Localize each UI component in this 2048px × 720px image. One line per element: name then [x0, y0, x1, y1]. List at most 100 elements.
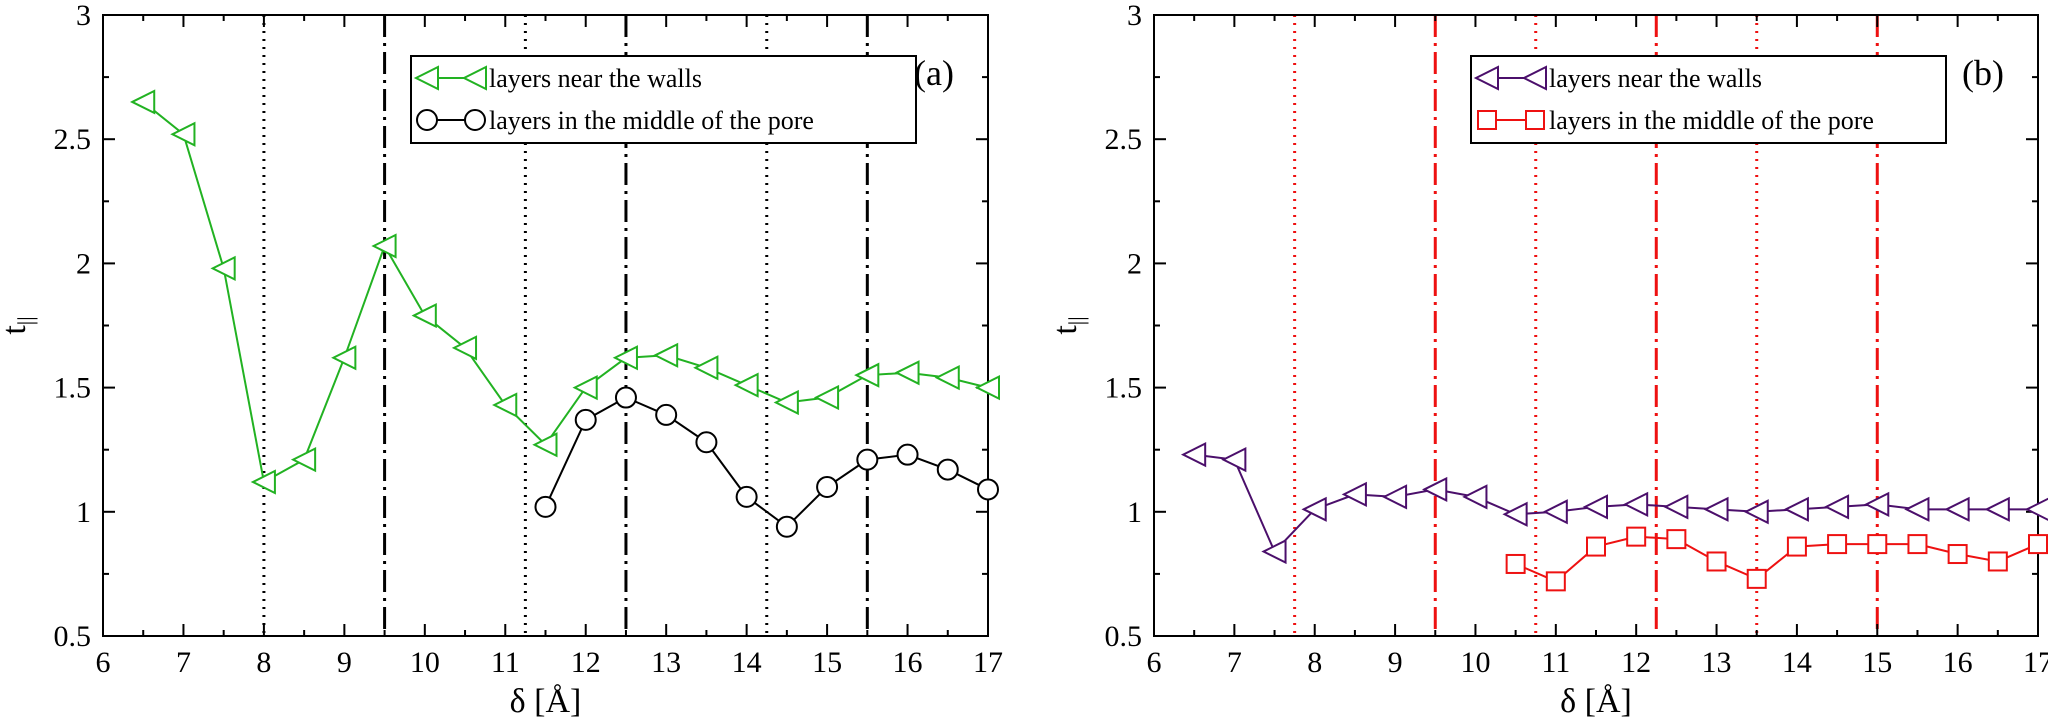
panel-b-series-1-point [1341, 481, 1367, 508]
panel-a-y-tick-label: 1.5 [54, 372, 92, 405]
panel-a-series-1-point [974, 374, 1000, 401]
panel-b-series-1-point [1301, 496, 1327, 522]
panel-b-x-tick-label: 8 [1307, 646, 1322, 679]
panel-a-series-1-point [854, 362, 880, 388]
panel-a-y-tick-label: 0.5 [54, 620, 92, 653]
panel-b-series-1-point [1221, 447, 1247, 473]
panel-a-legend-marker [416, 109, 438, 131]
panel-b-legend-marker [1525, 110, 1545, 130]
panel-b-series-1-line [1194, 453, 2038, 554]
panel-b-series-1-point [1823, 494, 1850, 520]
panel-b-legend-label: layers in the middle of the pore [1549, 106, 1874, 135]
panel-b-chart: 6 7 8 9 10 11 12 13 14 15 16 17 0.5 1 1.5 2 2.5 3 δ [Å] t||… [1047, 0, 2048, 720]
panel-b-x-tick-label: 12 [1621, 646, 1651, 679]
panel-a-series-1-point [652, 342, 679, 368]
panel-a-x-tick-label: 17 [973, 646, 1003, 679]
panel-b-legend-label: layers near the walls [1549, 64, 1762, 93]
panel-b-series-2-point [1505, 553, 1526, 574]
panel-a-series-2-point [775, 515, 798, 538]
panel-b-series-1-point [1582, 494, 1608, 520]
panel-b-series-2-point [1626, 526, 1647, 547]
panel-a-y-tick-label: 2.5 [54, 123, 92, 156]
panel-a-x-tick-label: 8 [256, 646, 271, 679]
panel-b-series-1-point [1944, 496, 1970, 522]
panel-a-chart: 6 7 8 9 10 11 12 13 14 15 16 17 0.5 1 1.5 2 2.5 3 δ [Å] t||… [0, 0, 1003, 720]
panel-b-series-1-point [2024, 497, 2048, 521]
panel-a-y-tick-label: 3 [76, 0, 91, 32]
panel-a-series-2-point [614, 386, 637, 409]
panel-b-series-2-point [1987, 551, 2008, 572]
panel-a-legend-box [410, 55, 917, 144]
panel-a-series-1-point [612, 345, 638, 371]
panel-b-series-2-point [1545, 571, 1566, 592]
panel-b-series-2-point [1706, 551, 1727, 572]
panel-a-x-axis-label: δ [Å] [510, 683, 582, 720]
panel-a-y-axis-label-subscript: || [13, 316, 38, 325]
panel-a-x-tick-label: 6 [96, 646, 111, 679]
panel-a-series-1-point [331, 345, 357, 371]
panel-b-series-2-point [1746, 568, 1767, 589]
panel-a-series-2-point [735, 485, 758, 508]
panel-a-series-2-point [896, 443, 919, 466]
panel-b-y-tick-label: 1 [1127, 496, 1142, 529]
panel-b-panel-label: (b) [1962, 53, 2004, 93]
panel-a-legend-marker [413, 65, 439, 91]
panel-b-x-tick-label: 9 [1388, 646, 1403, 679]
panel-b-x-tick-label: 11 [1541, 646, 1570, 679]
panel-a-series-1-point [250, 469, 276, 495]
panel-a-series-1-point [170, 121, 196, 147]
panel-a-series-1-point [693, 355, 719, 381]
panel-a-series-2-point [936, 458, 959, 481]
panel-a-panel-label: (a) [914, 53, 954, 93]
panel-b-y-tick-label: 2 [1127, 247, 1142, 280]
panel-a-series-1-point [210, 255, 236, 281]
panel-b-series-1-point [1502, 501, 1528, 527]
panel-a-series-1-point [773, 389, 799, 416]
panel-b-series-2-point [2028, 534, 2048, 555]
panel-b-series-2-point [1947, 544, 1968, 565]
panel-a-x-tick-label: 9 [337, 646, 352, 679]
panel-a-series-2-point [977, 478, 999, 501]
panel-a-x-tick-label: 7 [176, 646, 191, 679]
panel-a-x-tick-label: 14 [732, 646, 762, 679]
panel-a-x-tick-label: 12 [571, 646, 601, 679]
panel-a-legend-marker [464, 109, 486, 131]
panel-a-series-1-point [934, 365, 960, 391]
panel-a-series-1-point [733, 372, 759, 398]
panel-b-series-1-point [1462, 484, 1488, 510]
panel-b-x-tick-label: 17 [2023, 646, 2048, 679]
panel-b-legend-marker [1473, 65, 1499, 91]
panel-a-x-tick-label: 10 [410, 646, 440, 679]
panel-a-series-2-point [534, 495, 557, 518]
panel-b-series-1-point [1622, 491, 1649, 517]
panel-a-series-2-point [574, 408, 597, 431]
panel-b-series-1-point [1663, 494, 1689, 520]
panel-b-series-1-point [1180, 442, 1207, 468]
panel-a-series-1-point [532, 432, 558, 458]
panel-a-x-tick-label: 13 [651, 646, 681, 679]
panel-b-x-tick-label: 6 [1147, 646, 1162, 679]
panel-a-y-tick-label: 1 [76, 496, 91, 529]
panel-a-series-1-point [894, 360, 920, 386]
panel-a-legend-marker [461, 65, 487, 91]
panel-a-x-tick-label: 11 [491, 646, 520, 679]
panel-b-series-1-point [1542, 499, 1568, 525]
panel-b-series-1-point [1984, 496, 2010, 522]
panel-b-legend-marker [1521, 65, 1547, 91]
panel-b-series-1-point [1783, 496, 1809, 522]
panel-b-series-1-point [1904, 496, 1930, 522]
panel-a-legend-label: layers in the middle of the pore [489, 106, 814, 135]
panel-a-series-2-point [816, 475, 839, 498]
panel-a-series-1-point [451, 335, 478, 361]
panel-a-x-tick-label: 15 [812, 646, 842, 679]
panel-b-series-1-point [1261, 538, 1287, 565]
panel-a-series-2-point [695, 431, 718, 454]
panel-a-legend-label: layers near the walls [489, 64, 702, 93]
panel-b-y-axis-label: t|| [1047, 316, 1089, 334]
panel-a-y-axis-label: t|| [0, 316, 38, 334]
panel-b-series-2-point [1907, 534, 1928, 555]
panel-b-legend-marker [1477, 110, 1497, 130]
panel-b-series-1-point [1743, 499, 1769, 525]
panel-b-x-tick-label: 16 [1943, 646, 1973, 679]
